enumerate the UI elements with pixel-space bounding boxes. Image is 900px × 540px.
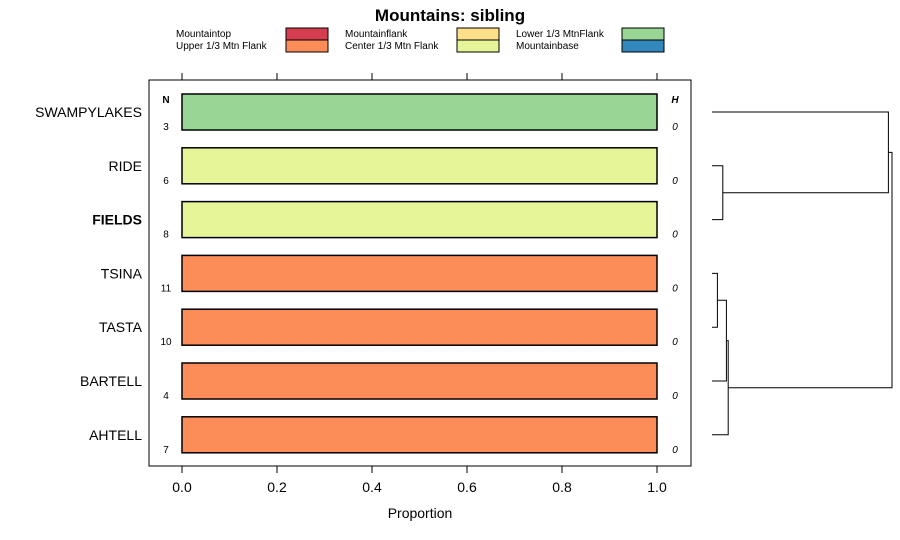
dendrogram-branch — [712, 111, 889, 194]
category-label: FIELDS — [92, 212, 142, 228]
dendrogram — [712, 111, 893, 436]
rows: SWAMPYLAKES 3 0 RIDE 6 0 FIELDS 8 0 TSINA 11 0 TASTA… — [35, 93, 678, 456]
h-value: 0 — [672, 230, 678, 241]
x-axis: 0.0 0.2 0.4 0.6 0.8 1.0 — [172, 73, 667, 495]
dendrogram-branch — [728, 151, 893, 389]
bar-segment — [181, 254, 658, 293]
bar-segment — [181, 416, 658, 454]
legend-swatch — [456, 27, 500, 41]
legend-label: Upper 1/3 Mtn Flank — [176, 41, 268, 52]
category-label: TSINA — [101, 265, 143, 281]
category-label: TASTA — [99, 319, 143, 335]
h-value: 0 — [672, 122, 678, 133]
x-tick-label: 0.4 — [362, 479, 382, 495]
n-value: 11 — [161, 283, 172, 294]
n-column-header: N — [162, 95, 169, 106]
x-tick-label: 0.6 — [457, 479, 477, 495]
legend-swatch — [621, 39, 665, 53]
dendrogram-branch — [712, 165, 724, 221]
n-value: 6 — [163, 176, 169, 187]
legend-swatch — [285, 27, 329, 41]
bar-segment — [181, 362, 658, 400]
dendrogram-branch — [712, 272, 718, 328]
h-value: 0 — [672, 283, 678, 294]
legend-swatch — [285, 39, 329, 53]
dendrogram-branch — [712, 299, 727, 382]
bar-segment — [181, 308, 658, 346]
legend-label: Mountainbase — [516, 41, 579, 52]
h-value: 0 — [672, 176, 678, 187]
h-value: 0 — [672, 391, 678, 402]
h-value: 0 — [672, 337, 678, 348]
h-value: 0 — [672, 445, 678, 456]
category-label: RIDE — [109, 158, 142, 174]
legend-label: Mountaintop — [176, 29, 231, 40]
chart-title: Mountains: sibling — [375, 6, 525, 25]
legend-label: Center 1/3 Mtn Flank — [345, 41, 439, 52]
legend-label: Lower 1/3 MtnFlank — [516, 29, 605, 40]
h-column-header: H — [671, 95, 679, 106]
plot-frame — [148, 79, 692, 467]
n-value: 10 — [160, 337, 172, 348]
n-value: 4 — [163, 391, 169, 402]
bar-segment — [181, 147, 658, 185]
bar-segment — [181, 200, 658, 239]
n-value: 3 — [163, 122, 169, 133]
category-label: SWAMPYLAKES — [35, 104, 142, 120]
dendrogram-branch — [712, 340, 729, 436]
x-tick-label: 0.0 — [172, 479, 192, 495]
n-value: 8 — [163, 230, 169, 241]
x-tick-label: 0.2 — [267, 479, 287, 495]
category-label: AHTELL — [89, 427, 142, 443]
bar-segment — [181, 93, 658, 131]
x-axis-title: Proportion — [388, 505, 453, 521]
n-value: 7 — [163, 445, 169, 456]
x-tick-label: 0.8 — [552, 479, 572, 495]
legend-swatch — [621, 27, 665, 41]
category-label: BARTELL — [80, 373, 142, 389]
x-tick-label: 1.0 — [647, 479, 667, 495]
legend-label: Mountainflank — [345, 29, 408, 40]
legend-swatch — [456, 39, 500, 53]
